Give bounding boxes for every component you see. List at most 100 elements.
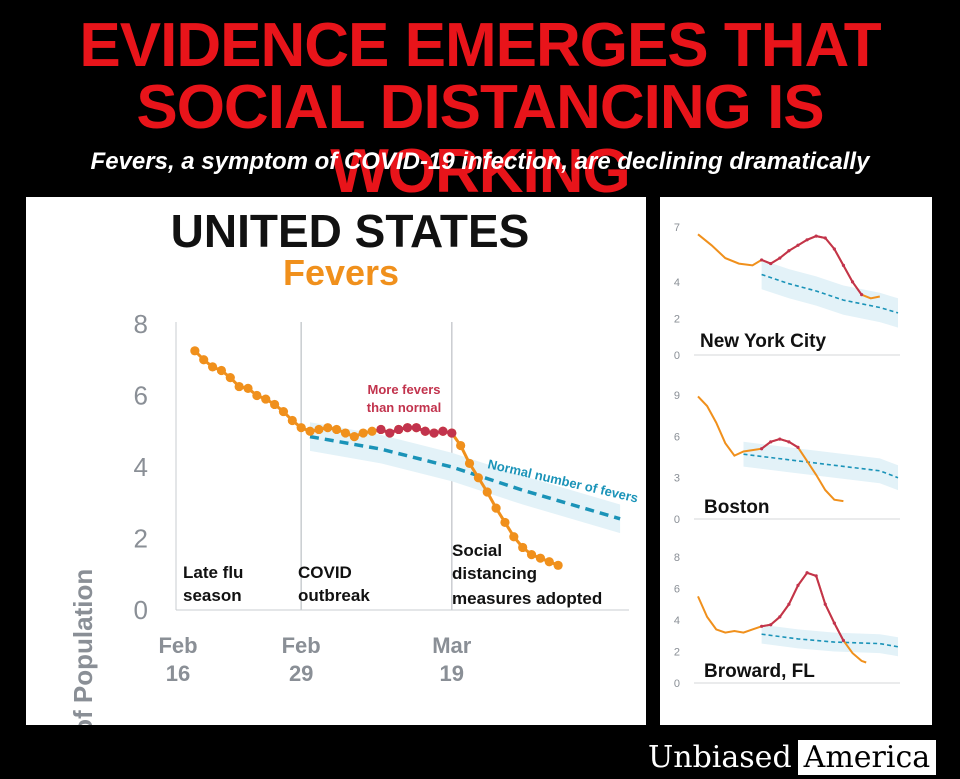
phase-label-covid-2: outbreak	[298, 586, 370, 605]
city-above-normal-point	[850, 280, 855, 284]
city-above-normal-point	[778, 256, 782, 260]
city-above-normal-point	[860, 293, 864, 297]
y-tick-label: 0	[134, 595, 148, 625]
city-above-normal-point	[832, 621, 836, 625]
city-above-normal-point	[805, 238, 809, 242]
city-above-normal-point	[805, 571, 809, 575]
subheadline: Fevers, a symptom of COVID-19 infection,…	[90, 148, 870, 175]
city-expected-line	[761, 633, 899, 648]
phase-label-covid-1: COVID	[298, 563, 352, 582]
city-normal-band	[761, 259, 898, 328]
city-above-normal-point	[814, 574, 818, 578]
observed-point	[491, 503, 501, 513]
observed-point	[190, 346, 200, 356]
observed-point	[349, 432, 359, 442]
city-above-normal-point	[760, 258, 764, 262]
observed-point	[207, 362, 218, 372]
observed-point	[216, 365, 227, 376]
observed-point	[225, 373, 235, 383]
expected-fevers-line	[309, 434, 621, 521]
y-tick-label: 2	[134, 524, 148, 554]
city-above-normal-point	[778, 615, 782, 619]
observed-point	[473, 473, 483, 483]
headline-line-2: SOCIAL DISTANCING IS WORKING	[136, 73, 824, 206]
x-tick-label-month: Feb	[282, 633, 321, 658]
above-normal-point	[429, 428, 439, 438]
city-y-tick-label: 6	[674, 431, 680, 443]
city-above-normal-point	[796, 583, 800, 587]
us-fevers-chart: UNITED STATES Fevers % of Population 0 2 4…	[68, 205, 640, 765]
city-above-normal-line	[761, 235, 863, 296]
above-normal-point	[420, 426, 430, 436]
observed-point	[544, 557, 554, 567]
observed-point	[340, 428, 351, 438]
annotation-more-fevers-1: More fevers	[368, 382, 441, 397]
city-charts-panel: 0 2 4 7 0 3 6 9 0 2 4 6 8 New York City Boston Bro…	[660, 197, 932, 725]
phase-label-late-flu-1: Late flu	[183, 563, 243, 582]
city-above-normal-point	[787, 602, 791, 606]
observed-point	[314, 424, 324, 435]
y-axis-label: % of Population	[68, 569, 98, 725]
observed-point	[464, 458, 475, 469]
headline-line-1: EVIDENCE EMERGES THAT	[79, 11, 881, 80]
observed-point	[305, 426, 315, 436]
city-above-normal-point	[787, 249, 791, 253]
phase-label-distancing-3: measures adopted	[452, 589, 602, 608]
observed-point	[456, 440, 466, 451]
above-normal-point	[376, 424, 386, 435]
city-y-tick-label: 0	[674, 678, 680, 690]
city-y-tick-label: 2	[674, 313, 680, 325]
above-normal-point	[385, 428, 395, 438]
x-tick-label-month: Feb	[158, 633, 197, 658]
observed-point	[500, 517, 510, 528]
city-above-normal-point	[760, 447, 764, 451]
observed-point	[518, 542, 528, 553]
observed-point	[287, 415, 297, 426]
city-label-boston: Boston	[704, 497, 769, 518]
city-above-normal-point	[760, 624, 764, 628]
city-y-tick-label: 2	[674, 647, 680, 659]
city-above-normal-point	[823, 602, 827, 606]
city-above-normal-point	[841, 263, 846, 267]
y-tick-label: 4	[134, 452, 148, 482]
city-label-new-york: New York City	[700, 331, 826, 352]
observed-point	[332, 424, 342, 435]
city-above-normal-point	[814, 234, 818, 238]
city-normal-band	[743, 441, 898, 491]
city-above-normal-point	[796, 445, 800, 449]
observed-point	[323, 423, 333, 433]
city-above-normal-point	[787, 440, 791, 444]
chart-subtitle: Fevers	[283, 252, 399, 293]
observed-point	[367, 426, 377, 436]
above-normal-point	[402, 423, 413, 433]
above-normal-point	[394, 424, 404, 435]
brand-part-2: America	[797, 739, 937, 775]
city-above-normal-point	[769, 440, 773, 444]
phase-label-distancing-2: distancing	[452, 564, 537, 583]
city-y-tick-label: 4	[674, 277, 680, 289]
city-y-tick-label: 7	[674, 222, 680, 234]
x-tick-label-day: 16	[166, 661, 190, 686]
observed-point	[199, 355, 209, 365]
y-tick-label: 6	[134, 381, 148, 411]
phase-label-late-flu-2: season	[183, 586, 242, 605]
x-tick-label-month: Mar	[432, 633, 472, 658]
brand-part-1: Unbiased	[648, 739, 792, 775]
city-charts: 0 2 4 7 0 3 6 9 0 2 4 6 8 New York City Boston Bro…	[674, 222, 900, 690]
observed-point	[535, 553, 545, 563]
observed-point	[296, 423, 306, 433]
observed-point	[270, 399, 280, 410]
annotation-more-fevers-2: than normal	[367, 400, 441, 415]
city-y-tick-label: 0	[674, 514, 680, 526]
observed-point	[243, 383, 253, 393]
main-chart-panel: UNITED STATES Fevers % of Population 0 2 4…	[26, 197, 646, 765]
city-label-broward: Broward, FL	[704, 661, 815, 682]
city-expected-line	[743, 453, 899, 479]
above-normal-point	[438, 426, 448, 436]
city-expected-line	[761, 273, 899, 314]
brand-logo: Unbiased America	[648, 739, 937, 775]
above-normal-point	[447, 428, 457, 438]
city-above-normal-point	[769, 261, 773, 266]
y-tick-label: 8	[134, 309, 148, 339]
city-above-normal-line	[761, 571, 845, 641]
